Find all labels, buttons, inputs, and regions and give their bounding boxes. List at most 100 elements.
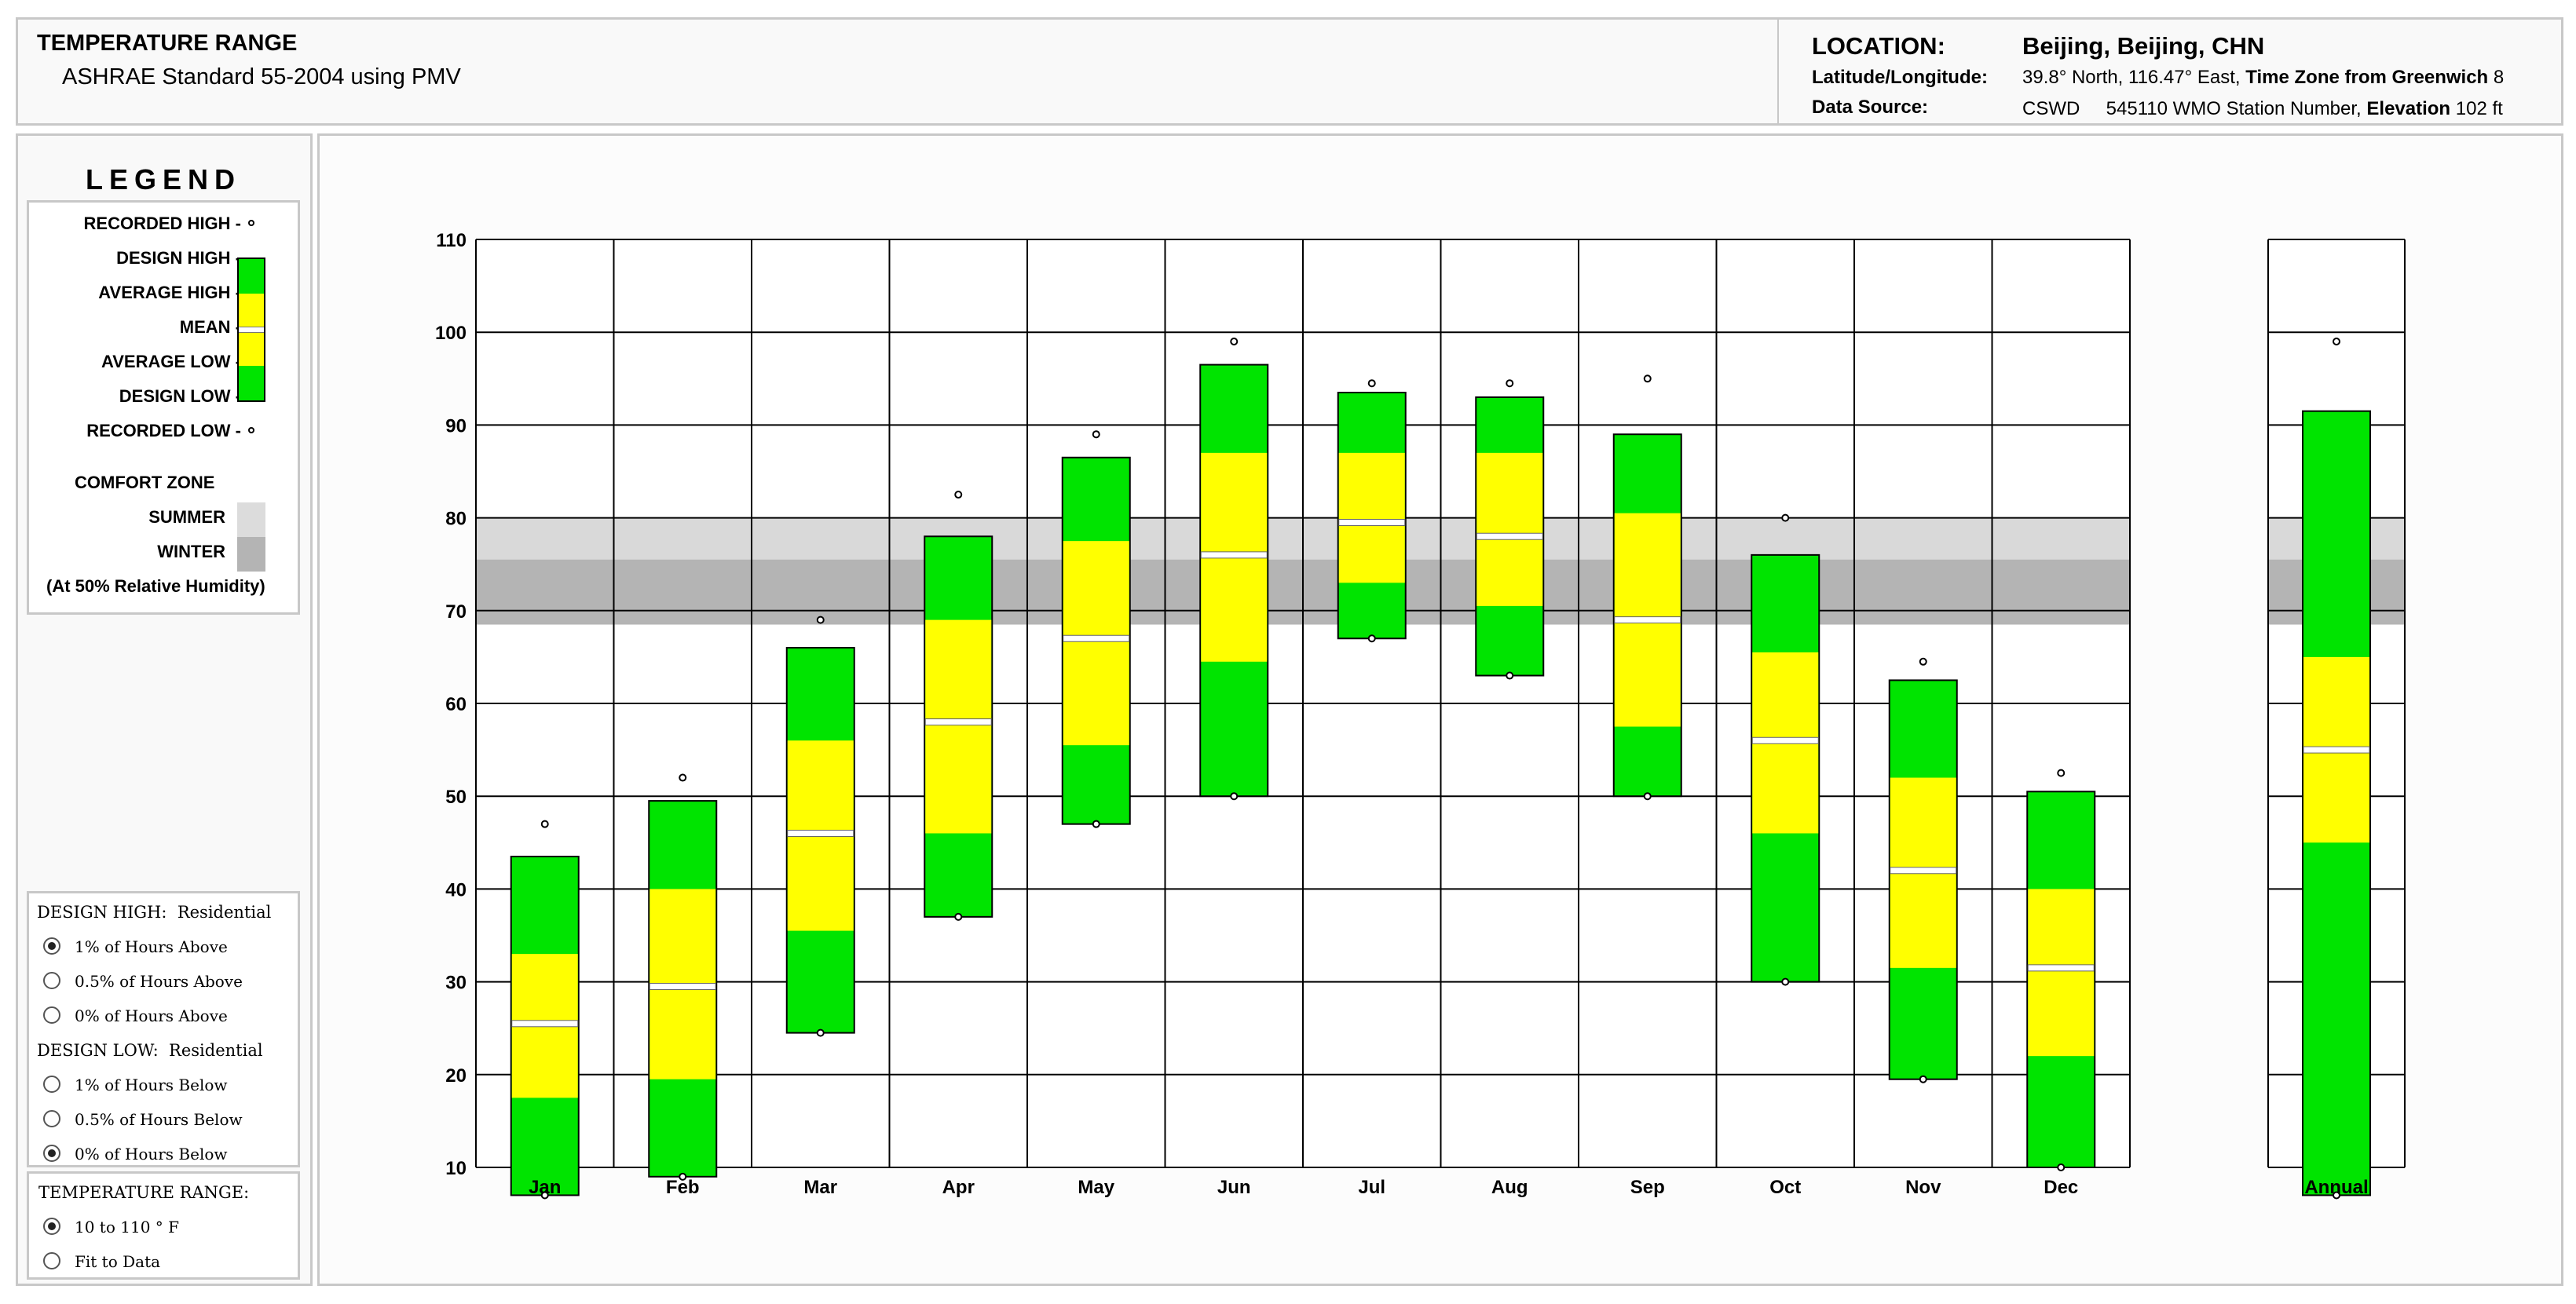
x-tick-label: Aug bbox=[1491, 1177, 1528, 1198]
legend-swatch-summer bbox=[237, 502, 265, 537]
y-tick-label: 110 bbox=[436, 230, 467, 251]
recorded-high-marker bbox=[2057, 769, 2066, 777]
recorded-low-marker bbox=[1092, 820, 1100, 828]
y-tick-label: 10 bbox=[445, 1158, 467, 1179]
x-tick-label: Sep bbox=[1630, 1177, 1665, 1198]
x-tick-label: Oct bbox=[1769, 1177, 1801, 1198]
design-low-option-1[interactable]: 1% of Hours Below bbox=[75, 1076, 228, 1094]
location-value: Beijing, Beijing, CHN bbox=[2022, 32, 2265, 60]
average-range-bar bbox=[925, 619, 992, 834]
header-panel: TEMPERATURE RANGE ASHRAE Standard 55-200… bbox=[16, 17, 2563, 126]
legend-design-high: DESIGN HIGH - bbox=[116, 248, 241, 268]
recorded-low-marker bbox=[679, 1172, 687, 1181]
legend-average-low: AVERAGE LOW - bbox=[101, 352, 241, 371]
design-high-radio-1[interactable] bbox=[43, 937, 60, 955]
recorded-high-marker bbox=[1367, 379, 1376, 388]
mean-marker bbox=[1890, 867, 1957, 875]
legend-swatch-winter bbox=[237, 537, 265, 572]
design-low-label: DESIGN LOW: Residential bbox=[37, 1041, 263, 1060]
mean-marker bbox=[2303, 746, 2370, 754]
range-radio-fixed[interactable] bbox=[43, 1218, 60, 1235]
mean-marker bbox=[1476, 532, 1543, 540]
x-tick-label: Jun bbox=[1217, 1177, 1251, 1198]
legend-mean: MEAN - bbox=[179, 317, 241, 337]
y-tick-label: 20 bbox=[445, 1065, 467, 1087]
source-value: CSWD 545110 WMO Station Number, Elevatio… bbox=[2022, 98, 2503, 120]
legend-box: LEGEND RECORDED HIGH - DESIGN HIGH - AVE… bbox=[27, 163, 300, 615]
design-low-radio-3[interactable] bbox=[43, 1145, 60, 1162]
range-radio-fit[interactable] bbox=[43, 1252, 60, 1269]
station-number: 545110 WMO Station Number, bbox=[2106, 98, 2362, 119]
legend-winter: WINTER bbox=[157, 542, 225, 561]
recorded-low-marker bbox=[816, 1028, 825, 1037]
design-high-option-2[interactable]: 0.5% of Hours Above bbox=[75, 972, 243, 991]
design-low-radio-1[interactable] bbox=[43, 1076, 60, 1093]
recorded-low-marker bbox=[1643, 792, 1652, 801]
legend-recorded-high: RECORDED HIGH - bbox=[83, 214, 241, 233]
elevation-value: 102 ft bbox=[2455, 98, 2503, 119]
legend-average-high: AVERAGE HIGH - bbox=[98, 283, 241, 302]
y-tick-label: 30 bbox=[445, 973, 467, 994]
recorded-high-marker bbox=[954, 491, 963, 499]
recorded-high-marker bbox=[1643, 374, 1652, 383]
recorded-high-marker bbox=[2333, 338, 2340, 346]
recorded-low-marker bbox=[1230, 792, 1239, 801]
design-high-option-1[interactable]: 1% of Hours Above bbox=[75, 937, 228, 956]
range-label: TEMPERATURE RANGE: bbox=[38, 1183, 250, 1202]
design-high-label: DESIGN HIGH: Residential bbox=[37, 903, 271, 922]
mean-marker bbox=[787, 829, 854, 837]
mean-marker bbox=[924, 718, 992, 726]
source-label: Data Source: bbox=[1812, 97, 1929, 118]
latlon-label: Latitude/Longitude: bbox=[1812, 67, 1988, 88]
legend-humidity-note: (At 50% Relative Humidity) bbox=[46, 576, 265, 596]
legend-design-low: DESIGN LOW - bbox=[119, 386, 241, 406]
average-range-bar bbox=[1063, 541, 1129, 746]
latlon-value: 39.8° North, 116.47° East, Time Zone fro… bbox=[2022, 67, 2504, 89]
design-high-radio-3[interactable] bbox=[43, 1006, 60, 1024]
y-tick-label: 40 bbox=[445, 879, 467, 900]
design-low-option-2[interactable]: 0.5% of Hours Below bbox=[75, 1110, 243, 1129]
recorded-high-marker bbox=[1506, 379, 1514, 388]
y-tick-label: 50 bbox=[445, 787, 467, 808]
x-tick-label: Jan bbox=[529, 1177, 561, 1198]
average-range-bar bbox=[1476, 452, 1543, 606]
y-tick-label: 90 bbox=[445, 415, 467, 436]
page-title: TEMPERATURE RANGE bbox=[37, 31, 298, 56]
y-tick-label: 60 bbox=[445, 694, 467, 715]
mean-marker bbox=[511, 1020, 579, 1028]
legend-recorded-high-marker bbox=[248, 220, 254, 226]
legend-summer: SUMMER bbox=[148, 507, 225, 527]
x-tick-label: Nov bbox=[1905, 1177, 1941, 1198]
design-low-radio-2[interactable] bbox=[43, 1110, 60, 1127]
recorded-high-marker bbox=[816, 615, 825, 624]
design-high-radio-2[interactable] bbox=[43, 972, 60, 989]
mean-marker bbox=[1200, 551, 1268, 559]
latlon-coords: 39.8° North, 116.47° East, bbox=[2022, 67, 2241, 88]
mean-marker bbox=[1338, 519, 1406, 527]
recorded-low-marker bbox=[954, 912, 963, 921]
elevation-label: Elevation bbox=[2366, 98, 2451, 119]
design-low-title: DESIGN LOW: bbox=[37, 1041, 159, 1060]
design-high-title: DESIGN HIGH: bbox=[37, 903, 167, 922]
recorded-low-marker bbox=[1919, 1075, 1927, 1083]
location-box: LOCATION: Beijing, Beijing, CHN Latitude… bbox=[1777, 20, 2564, 123]
range-option-fit[interactable]: Fit to Data bbox=[75, 1252, 161, 1271]
y-tick-label: 80 bbox=[445, 509, 467, 530]
x-tick-label: May bbox=[1078, 1177, 1114, 1198]
range-option-fixed[interactable]: 10 to 110 ° F bbox=[75, 1218, 180, 1236]
average-range-bar bbox=[2028, 889, 2095, 1057]
mean-marker bbox=[2027, 964, 2095, 972]
design-low-option-3[interactable]: 0% of Hours Below bbox=[75, 1145, 228, 1163]
x-tick-label: Dec bbox=[2044, 1177, 2078, 1198]
design-high-type: Residential bbox=[177, 903, 272, 922]
design-high-option-3[interactable]: 0% of Hours Above bbox=[75, 1006, 228, 1025]
recorded-low-marker bbox=[2333, 1191, 2340, 1200]
x-tick-label: Feb bbox=[666, 1177, 700, 1198]
mean-marker bbox=[649, 983, 716, 991]
y-tick-label: 100 bbox=[435, 323, 467, 344]
source-name: CSWD bbox=[2022, 98, 2080, 119]
x-tick-label: Annual bbox=[2304, 1177, 2368, 1198]
recorded-low-marker bbox=[1781, 977, 1790, 986]
legend-swatch-mean bbox=[239, 327, 264, 333]
